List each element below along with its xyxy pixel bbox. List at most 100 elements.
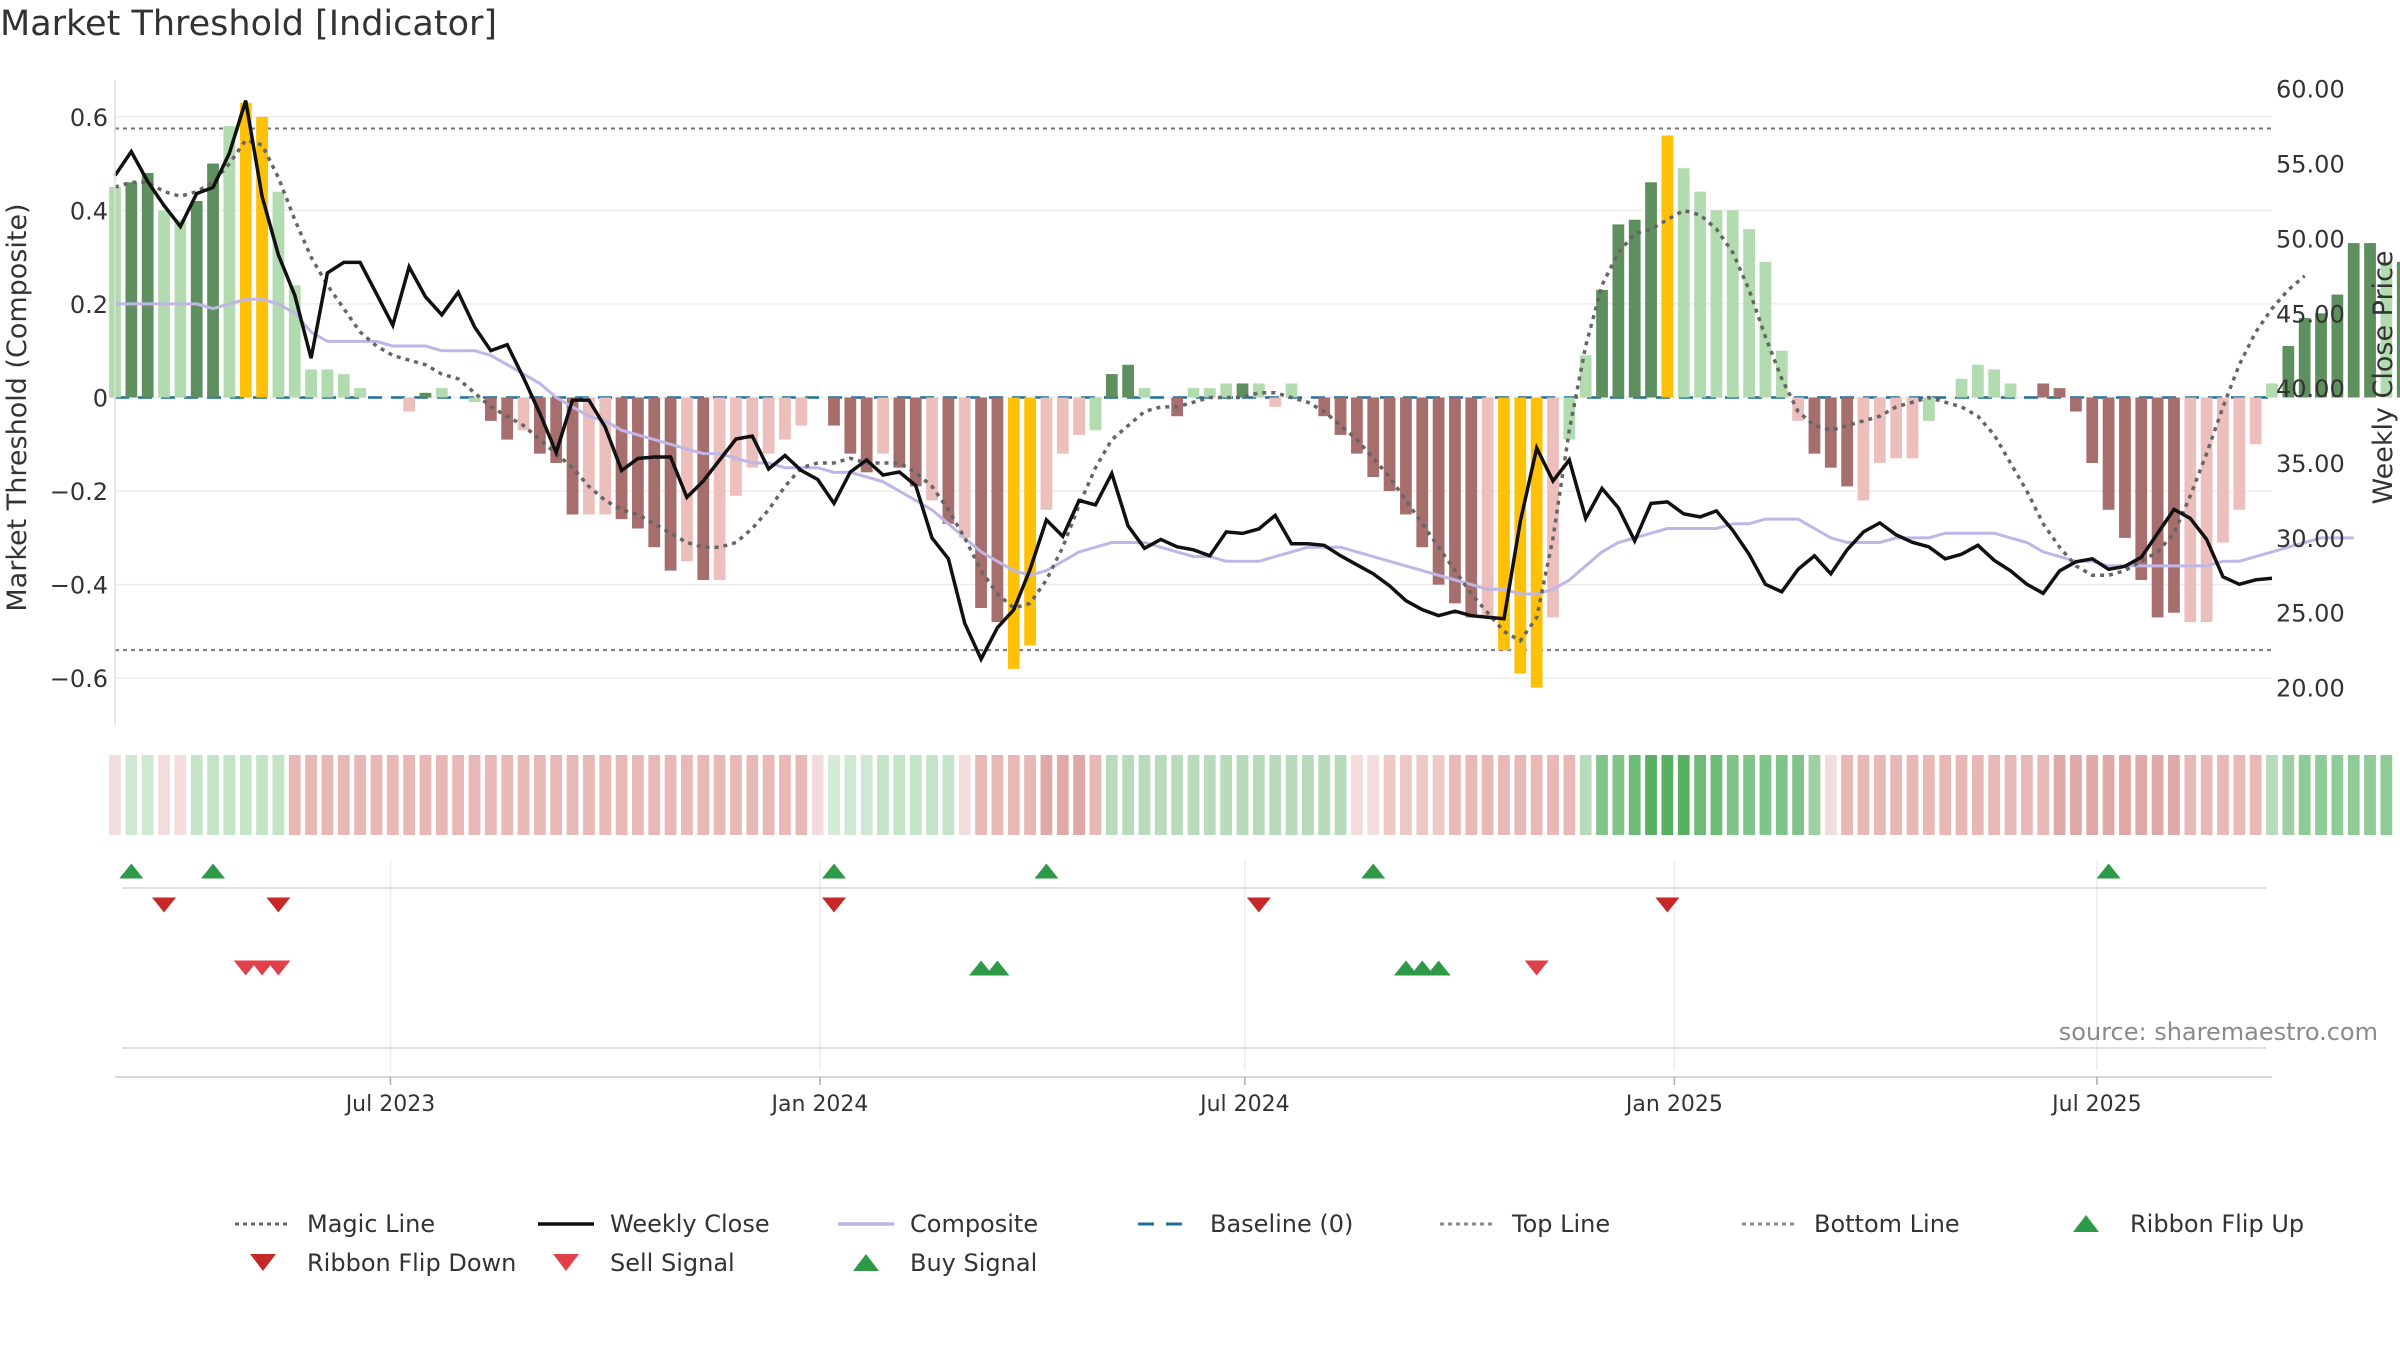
x-tick-label: Jan 2025 [1624, 1092, 1723, 1117]
ribbon-cell [1073, 755, 1085, 835]
ribbon-cell [2168, 755, 2180, 835]
ribbon-cell [1694, 755, 1706, 835]
composite-bar [1383, 397, 1396, 492]
ribbon-flip-up-marker [2096, 863, 2121, 879]
composite-bar [435, 388, 448, 398]
legend-swatch [553, 1254, 579, 1271]
legend-item-baseline-0: Baseline (0) [1138, 1210, 1353, 1238]
composite-bar [190, 201, 203, 398]
ribbon-cell [1318, 755, 1331, 835]
legend-swatch [250, 1254, 276, 1271]
left-axis-label: Market Threshold (Composite) [2, 203, 33, 611]
ribbon-cell [2364, 755, 2376, 835]
ribbon-cell [533, 755, 546, 835]
ribbon-cell [501, 755, 514, 835]
ribbon-cell [256, 755, 268, 835]
composite-bar [2053, 388, 2066, 398]
composite-bar [893, 397, 906, 468]
ribbon-cell [1628, 755, 1641, 835]
composite-bar [2151, 397, 2164, 618]
composite-bar [288, 285, 301, 398]
ribbon-cell [1596, 755, 1608, 835]
composite-bar [697, 397, 710, 580]
ribbon-cell [2004, 755, 2017, 835]
legend-item-bottom-line: Bottom Line [1742, 1210, 1960, 1238]
ribbon-strip [109, 755, 2393, 835]
series-lines [113, 100, 2354, 664]
composite-bar [2233, 397, 2246, 510]
x-tick-label: Jul 2023 [344, 1092, 436, 1117]
ribbon-cell [2070, 755, 2082, 835]
composite-bar [1563, 397, 1576, 440]
ribbon-cell [321, 755, 334, 835]
ribbon-cell [2331, 755, 2344, 835]
ribbon-cell [958, 755, 971, 835]
ribbon-cell [1873, 755, 1886, 835]
chart-title: Market Threshold [Indicator] [0, 4, 498, 44]
ribbon-cell [1498, 755, 1510, 835]
ribbon-flip-down-marker [152, 897, 177, 913]
ribbon-cell [779, 755, 791, 835]
composite-line [115, 297, 2354, 596]
composite-bar [2184, 397, 2197, 623]
composite-bar [2364, 243, 2376, 398]
ribbon-cell [762, 755, 775, 835]
composite-bar [1040, 397, 1053, 510]
ribbon-flip-down-marker [1655, 897, 1680, 913]
composite-bar [2037, 383, 2050, 398]
legend-item-buy-signal: Buy Signal [853, 1249, 1037, 1277]
legend-swatch [2073, 1215, 2099, 1232]
ribbon-flip-down-marker [1246, 897, 1271, 913]
composite-bar [1661, 135, 1674, 398]
ribbon-cell [795, 755, 808, 835]
ribbon-cell [2135, 755, 2148, 835]
ribbon-cell [370, 755, 383, 835]
composite-bar [1726, 210, 1739, 398]
ribbon-cell [1579, 755, 1592, 835]
legend-item-ribbon-flip-down: Ribbon Flip Down [250, 1249, 516, 1277]
ribbon-cell [2315, 755, 2327, 835]
ribbon-cell [877, 755, 889, 835]
buy-signal-marker [1410, 960, 1435, 976]
ribbon-cell [599, 755, 612, 835]
composite-bar [1824, 397, 1837, 468]
legend-label: Ribbon Flip Up [2130, 1210, 2304, 1238]
legend-label: Baseline (0) [1210, 1210, 1353, 1238]
legend-swatch [853, 1254, 879, 1271]
ribbon-cell [158, 755, 170, 835]
ribbon-cell [1089, 755, 1102, 835]
ribbon-cell [1971, 755, 1984, 835]
composite-bar [2282, 346, 2295, 398]
ribbon-cell [1775, 755, 1788, 835]
ribbon-cell [942, 755, 955, 835]
composite-bar [239, 102, 252, 398]
ribbon-cell [1383, 755, 1396, 835]
composite-bar [583, 397, 595, 515]
composite-bar [1220, 383, 1233, 398]
legend: Magic Line Weekly Close Composite Baseline … [235, 1210, 2304, 1277]
composite-bar [1906, 397, 1919, 459]
ribbon-cell [125, 755, 138, 835]
ribbon-cell [1252, 755, 1265, 835]
left-tick-label: −0.4 [50, 572, 108, 600]
ribbon-flip-down-marker [822, 897, 846, 913]
ribbon-cell [1449, 755, 1461, 835]
ribbon-cell [550, 755, 563, 835]
ribbon-flip-up-marker [822, 863, 846, 879]
composite-bar [795, 397, 808, 426]
composite-bar [1514, 397, 1527, 674]
composite-bar [141, 172, 154, 398]
composite-bar [125, 182, 138, 398]
ribbon-cell [1612, 755, 1625, 835]
composite-bar [958, 397, 971, 538]
right-tick-label: 40.00 [2276, 375, 2345, 403]
legend-label: Magic Line [307, 1210, 435, 1238]
legend-label: Top Line [1511, 1210, 1610, 1238]
composite-bar [1547, 397, 1559, 618]
ribbon-cell [681, 755, 693, 835]
composite-bar [468, 397, 481, 403]
legend-label: Bottom Line [1814, 1210, 1960, 1238]
composite-bar [1056, 397, 1069, 454]
ribbon-cell [893, 755, 906, 835]
ribbon-cell [1792, 755, 1804, 835]
